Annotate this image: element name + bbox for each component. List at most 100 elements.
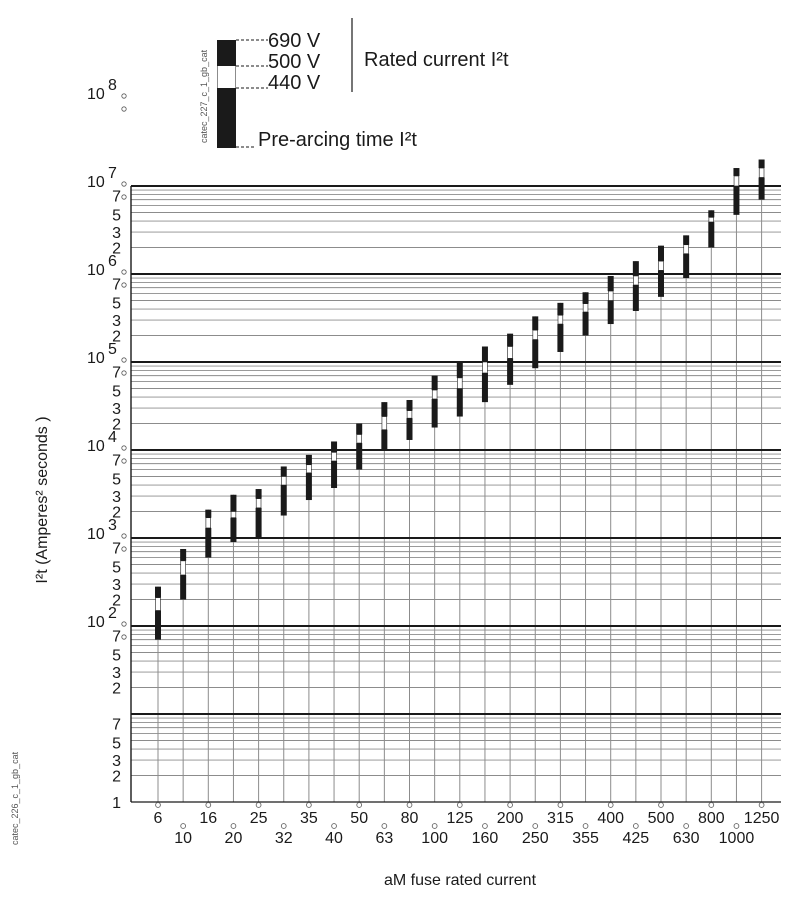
x-tick-marker: [607, 802, 614, 808]
bar-segment-690v: [280, 466, 287, 477]
y-tick-label: 3: [112, 401, 121, 418]
bar-segment-690v: [305, 454, 312, 465]
x-tick-marker: [306, 802, 312, 808]
y-tick-labels: 1235723572357235723572357235710210310410…: [87, 77, 127, 812]
x-tick-label: 125: [446, 810, 473, 827]
y-tick-label: 2: [112, 593, 121, 610]
x-tick-label: 25: [250, 810, 268, 827]
bar-segment-440v: [155, 610, 161, 640]
bar-segment-440v: [205, 527, 212, 558]
bar-segment-500v: [758, 167, 765, 178]
legend-440-swatch: [217, 66, 236, 88]
x-tick-marker: [230, 823, 237, 829]
bar-segment-440v: [532, 339, 539, 369]
x-tick-label: 35: [300, 810, 318, 827]
bar-segment-690v: [658, 245, 664, 262]
grid: [130, 159, 781, 803]
y-tick-label: 5: [112, 295, 121, 312]
bar-segment-690v: [230, 494, 237, 512]
x-tick-label: 200: [497, 810, 524, 827]
y-tick-label: 5: [112, 559, 121, 576]
bar-segment-690v: [582, 292, 589, 304]
decade-marker: [121, 370, 127, 376]
x-tick-marker: [582, 823, 589, 829]
bar-segment-500v: [431, 389, 438, 400]
y-tick-label-decade: 10: [87, 526, 105, 543]
bar-segment-440v: [683, 253, 690, 279]
bar-segment-690v: [632, 261, 639, 276]
x-tick-label: 800: [698, 810, 725, 827]
y-tick-label-exponent: 2: [108, 605, 117, 622]
x-tick-marker: [658, 802, 664, 808]
y-tick-label: 5: [112, 471, 121, 488]
x-tick-label: 315: [547, 810, 574, 827]
decade-marker: [121, 357, 127, 363]
y-tick-label-exponent: 4: [108, 429, 117, 446]
y-tick-label-exponent: 3: [108, 517, 117, 534]
x-tick-marker: [280, 823, 287, 829]
y-tick-label-exponent: 5: [108, 341, 117, 358]
bar-segment-500v: [255, 498, 262, 509]
bar-segment-690v: [758, 159, 765, 169]
bar-segment-690v: [155, 586, 161, 598]
legend: 690 V 500 V 440 V Rated current I²t Pre-…: [199, 18, 509, 151]
bar-segment-690v: [557, 302, 564, 316]
bar-segment-500v: [306, 464, 312, 474]
bar-segment-500v: [457, 377, 463, 389]
bar-segment-500v: [557, 314, 564, 325]
decade-marker: [121, 621, 127, 627]
y-tick-label-decade: 10: [87, 86, 105, 103]
legend-label-440v: 440 V: [268, 72, 321, 94]
y-tick-label: 3: [112, 313, 121, 330]
bar-segment-690v: [431, 375, 438, 391]
y-tick-label: 5: [112, 207, 121, 224]
y-tick-label-decade: 10: [87, 262, 105, 279]
x-tick-marker: [683, 823, 690, 829]
bar-segment-690v: [331, 441, 338, 453]
x-tick-label: 32: [275, 830, 293, 847]
x-tick-label: 10: [174, 830, 192, 847]
bar-segment-690v: [456, 362, 463, 378]
bar-segment-440v: [758, 177, 765, 200]
bar-segment-440v: [331, 460, 338, 488]
bar-segment-500v: [155, 597, 161, 611]
bar-segment-500v: [356, 434, 362, 444]
x-tick-label: 1250: [744, 810, 780, 827]
x-tick-label: 250: [522, 830, 549, 847]
y-tick-label: 7: [112, 365, 121, 382]
bar-segment-500v: [406, 410, 413, 419]
y-tick-label: 2: [112, 329, 121, 346]
bar-segment-500v: [507, 346, 513, 359]
y-tick-label: 7: [112, 453, 121, 470]
bar-segment-440v: [180, 574, 187, 600]
decade-marker: [121, 445, 127, 451]
x-tick-label: 50: [350, 810, 368, 827]
bar-segment-500v: [658, 260, 664, 271]
decade-marker: [121, 634, 127, 640]
bar-segment-440v: [733, 186, 740, 215]
bar-segment-500v: [532, 329, 538, 340]
bar-segment-440v: [305, 472, 312, 501]
x-tick-label: 160: [472, 830, 499, 847]
y-tick-label: 3: [112, 665, 121, 682]
y-tick-label: 7: [112, 277, 121, 294]
bar-segment-690v: [381, 402, 388, 417]
y-tick-label: 5: [112, 383, 121, 400]
decade-marker: [121, 458, 127, 464]
y-tick-label-decade: 10: [87, 350, 105, 367]
x-tick-marker: [632, 823, 639, 829]
bar-segment-440v: [658, 270, 664, 297]
bar-segment-440v: [431, 398, 438, 428]
bar-segment-440v: [456, 388, 463, 417]
bar-segment-690v: [708, 210, 715, 218]
x-tick-label: 63: [375, 830, 393, 847]
x-axis-title: aM fuse rated current: [384, 872, 537, 889]
y-tick-label: 3: [112, 753, 121, 770]
bar-segment-500v: [482, 361, 488, 374]
x-tick-label: 40: [325, 830, 343, 847]
y-tick-label: 2: [112, 681, 121, 698]
bar-segment-500v: [230, 511, 237, 519]
y-tick-label-decade: 10: [87, 438, 105, 455]
y-tick-label: 1: [112, 795, 121, 812]
